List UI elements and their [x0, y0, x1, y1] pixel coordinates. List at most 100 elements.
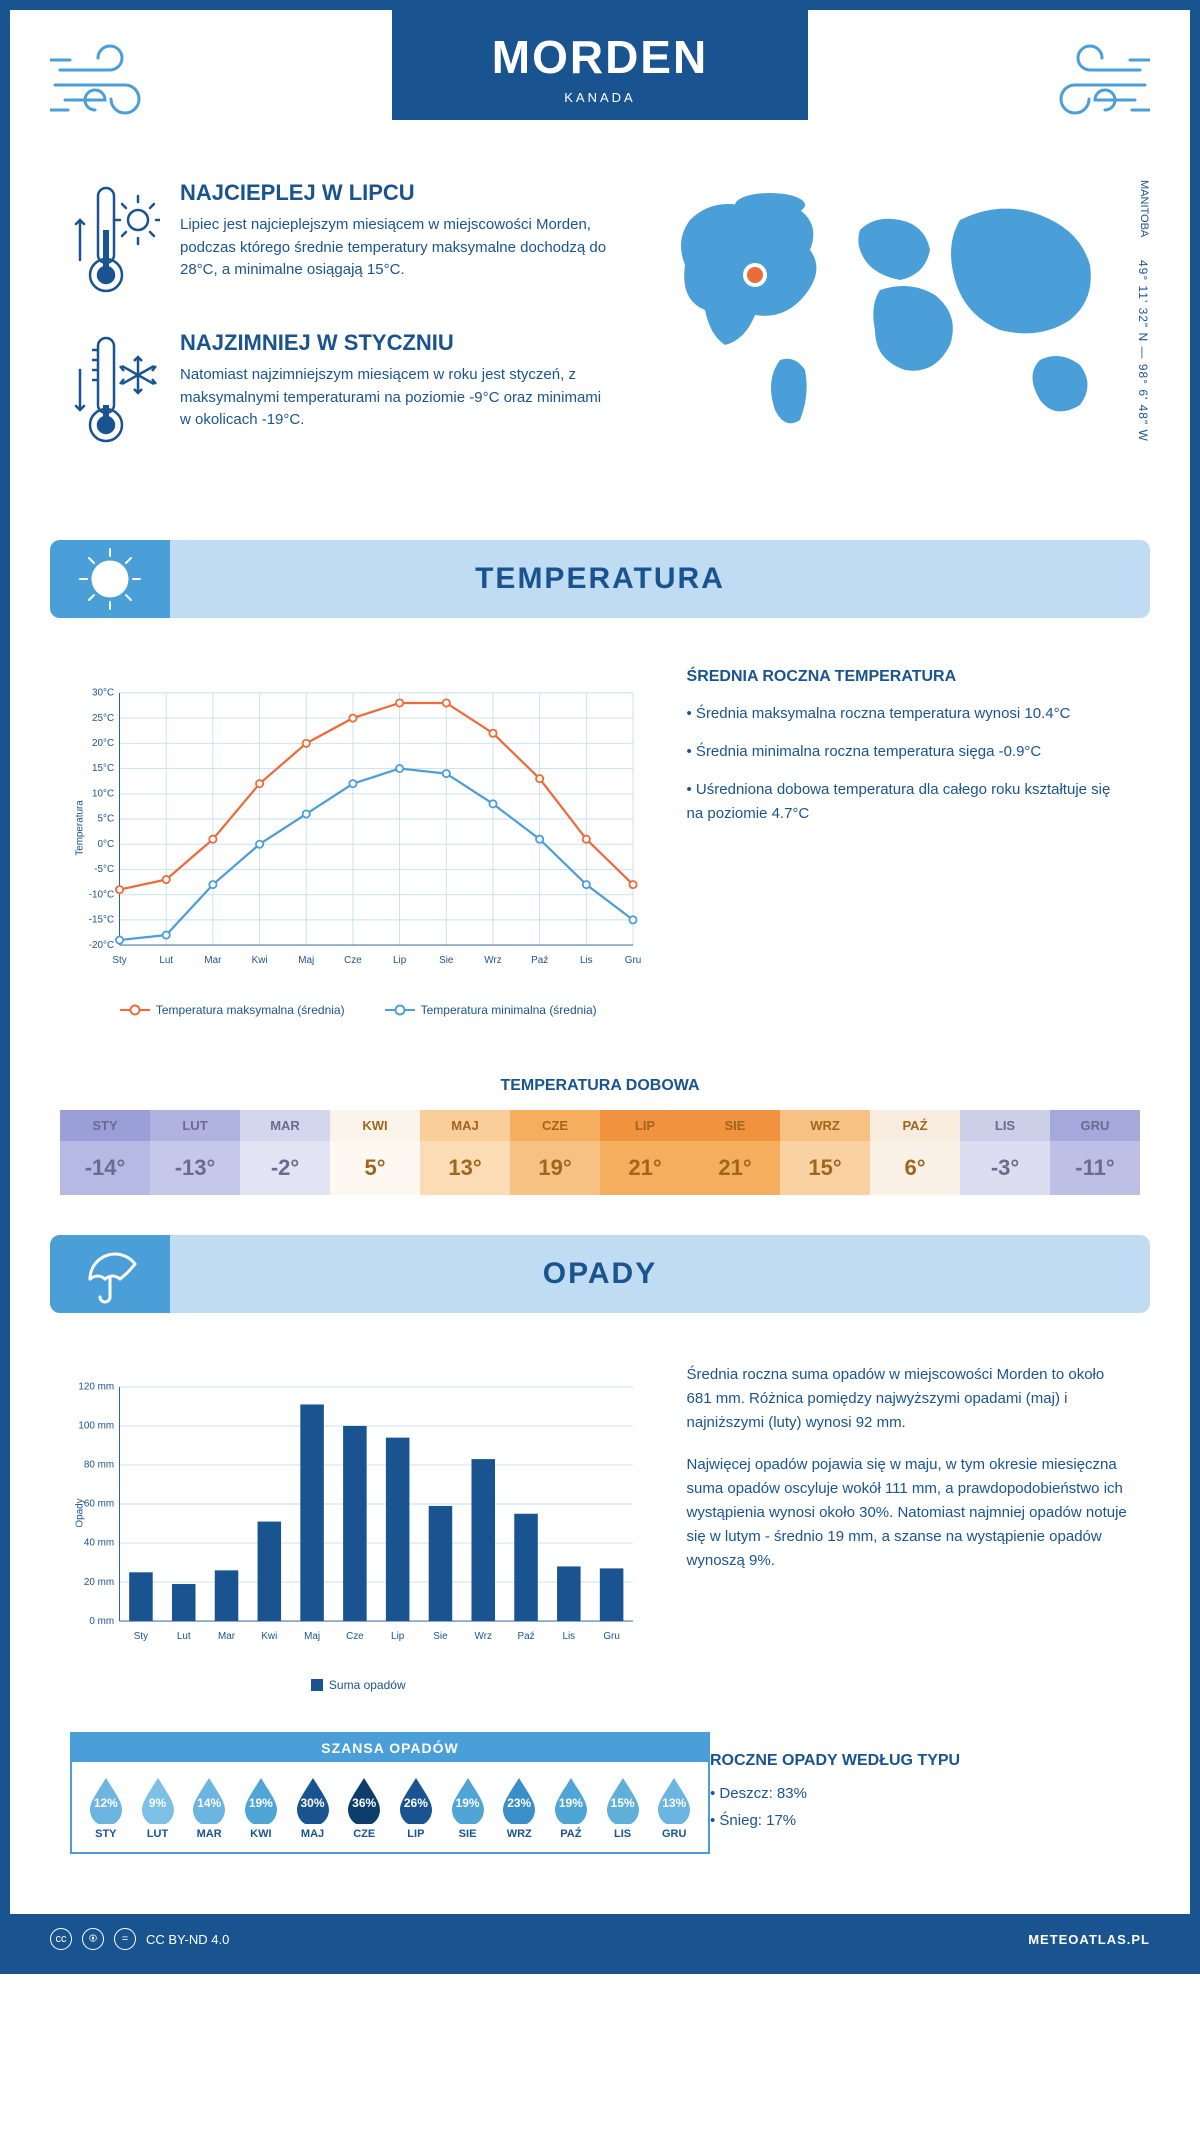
- precip-p1: Średnia roczna suma opadów w miejscowośc…: [687, 1363, 1130, 1435]
- chance-cell: 9% LUT: [132, 1774, 184, 1840]
- world-map-block: MANITOBA 49° 11' 32" N — 98° 6' 48" W: [650, 180, 1130, 480]
- chance-cell: 13% GRU: [648, 1774, 700, 1840]
- chance-cell: 19% KWI: [235, 1774, 287, 1840]
- svg-text:Opady: Opady: [75, 1498, 86, 1527]
- license-text: CC BY-ND 4.0: [146, 1932, 229, 1947]
- temperature-section-title: TEMPERATURA: [50, 562, 1150, 596]
- daily-temp-title: TEMPERATURA DOBOWA: [10, 1077, 1190, 1095]
- precipitation-banner: OPADY: [50, 1235, 1150, 1313]
- svg-text:80 mm: 80 mm: [84, 1460, 114, 1471]
- svg-text:Gru: Gru: [603, 1631, 620, 1642]
- svg-text:100 mm: 100 mm: [78, 1421, 114, 1432]
- header: MORDEN KANADA: [10, 10, 1190, 150]
- chance-title: SZANSA OPADÓW: [72, 1734, 708, 1762]
- hottest-title: NAJCIEPLEJ W LIPCU: [180, 180, 610, 206]
- hottest-text: Lipiec jest najcieplejszym miesiącem w m…: [180, 214, 610, 282]
- intro-section: NAJCIEPLEJ W LIPCU Lipiec jest najcieple…: [10, 150, 1190, 520]
- footer: cc 🅯 = CC BY-ND 4.0 METEOATLAS.PL: [10, 1914, 1190, 1964]
- svg-text:Lip: Lip: [393, 955, 407, 966]
- thermometer-hot-icon: [70, 180, 160, 300]
- temperature-banner: TEMPERATURA: [50, 540, 1150, 618]
- by-icon: 🅯: [82, 1928, 104, 1950]
- city-name: MORDEN: [492, 30, 708, 84]
- chance-cell: 12% STY: [80, 1774, 132, 1840]
- svg-text:15°C: 15°C: [92, 763, 114, 774]
- hottest-block: NAJCIEPLEJ W LIPCU Lipiec jest najcieple…: [70, 180, 610, 300]
- coldest-title: NAJZIMNIEJ W STYCZNIU: [180, 330, 610, 356]
- svg-text:0°C: 0°C: [98, 839, 115, 850]
- svg-text:Kwi: Kwi: [261, 1631, 277, 1642]
- svg-text:-5°C: -5°C: [94, 864, 114, 875]
- precip-type-block: ROCZNE OPADY WEDŁUG TYPU • Deszcz: 83% •…: [710, 1752, 1130, 1834]
- svg-text:Wrz: Wrz: [475, 1631, 492, 1642]
- precip-type-heading: ROCZNE OPADY WEDŁUG TYPU: [710, 1752, 1130, 1770]
- svg-text:Maj: Maj: [304, 1631, 320, 1642]
- svg-text:25°C: 25°C: [92, 713, 114, 724]
- svg-text:Gru: Gru: [625, 955, 642, 966]
- daily-temp-cell: CZE 19°: [510, 1110, 600, 1195]
- svg-text:5°C: 5°C: [98, 814, 115, 825]
- coldest-text: Natomiast najzimniejszym miesiącem w rok…: [180, 364, 610, 432]
- precip-bottom-row: SZANSA OPADÓW 12% STY 9% LUT 14% MAR 19%…: [10, 1732, 1190, 1914]
- coldest-block: NAJZIMNIEJ W STYCZNIU Natomiast najzimni…: [70, 330, 610, 450]
- daily-temp-cell: LIP 21°: [600, 1110, 690, 1195]
- svg-text:Sie: Sie: [439, 955, 454, 966]
- temp-chart-legend: Temperatura maksymalna (średnia) Tempera…: [70, 1003, 647, 1017]
- temp-bullet-2: • Uśredniona dobowa temperatura dla całe…: [687, 778, 1130, 826]
- temp-bullet-0: • Średnia maksymalna roczna temperatura …: [687, 702, 1130, 726]
- svg-text:20 mm: 20 mm: [84, 1577, 114, 1588]
- daily-temp-cell: MAR -2°: [240, 1110, 330, 1195]
- umbrella-banner-icon: [50, 1235, 170, 1313]
- chance-cell: 14% MAR: [183, 1774, 235, 1840]
- chance-cell: 36% CZE: [338, 1774, 390, 1840]
- svg-text:Maj: Maj: [298, 955, 314, 966]
- svg-text:-20°C: -20°C: [89, 940, 114, 951]
- svg-text:Paź: Paź: [518, 1631, 535, 1642]
- sun-banner-icon: [50, 540, 170, 618]
- precip-p2: Najwięcej opadów pojawia się w maju, w t…: [687, 1453, 1130, 1573]
- region-label: MANITOBA: [1138, 180, 1150, 237]
- temperature-content: -20°C-15°C-10°C-5°C0°C5°C10°C15°C20°C25°…: [10, 638, 1190, 1047]
- wind-icon-left: [50, 40, 180, 130]
- svg-text:Cze: Cze: [346, 1631, 364, 1642]
- svg-text:Lut: Lut: [159, 955, 173, 966]
- precipitation-section-title: OPADY: [50, 1257, 1150, 1291]
- svg-text:Temperatura: Temperatura: [75, 800, 86, 856]
- daily-temp-cell: LUT -13°: [150, 1110, 240, 1195]
- chance-cell: 19% SIE: [442, 1774, 494, 1840]
- daily-temp-cell: PAŹ 6°: [870, 1110, 960, 1195]
- svg-text:Sie: Sie: [433, 1631, 448, 1642]
- svg-text:Kwi: Kwi: [252, 955, 268, 966]
- svg-text:Sty: Sty: [112, 955, 126, 966]
- temp-summary-heading: ŚREDNIA ROCZNA TEMPERATURA: [687, 668, 1130, 686]
- daily-temp-cell: KWI 5°: [330, 1110, 420, 1195]
- svg-text:Sty: Sty: [134, 1631, 148, 1642]
- chance-cell: 15% LIS: [597, 1774, 649, 1840]
- country-name: KANADA: [492, 90, 708, 105]
- legend-max: Temperatura maksymalna (średnia): [156, 1003, 345, 1017]
- precip-type-rain: • Deszcz: 83%: [710, 1780, 1130, 1807]
- footer-license: cc 🅯 = CC BY-ND 4.0: [50, 1928, 229, 1950]
- legend-min: Temperatura minimalna (średnia): [421, 1003, 597, 1017]
- daily-temp-cell: LIS -3°: [960, 1110, 1050, 1195]
- svg-text:0 mm: 0 mm: [89, 1616, 114, 1627]
- daily-temp-cell: SIE 21°: [690, 1110, 780, 1195]
- world-map-icon: [650, 180, 1130, 440]
- cc-icon: cc: [50, 1928, 72, 1950]
- precip-type-snow: • Śnieg: 17%: [710, 1807, 1130, 1834]
- svg-text:Wrz: Wrz: [484, 955, 501, 966]
- infographic-page: MORDEN KANADA: [0, 0, 1200, 1974]
- svg-text:20°C: 20°C: [92, 738, 114, 749]
- footer-site: METEOATLAS.PL: [1028, 1932, 1150, 1947]
- chance-cell: 26% LIP: [390, 1774, 442, 1840]
- svg-text:60 mm: 60 mm: [84, 1499, 114, 1510]
- legend-precip: Suma opadów: [329, 1678, 406, 1692]
- title-block: MORDEN KANADA: [392, 10, 808, 120]
- daily-temp-cell: MAJ 13°: [420, 1110, 510, 1195]
- temp-bullet-1: • Średnia minimalna roczna temperatura s…: [687, 740, 1130, 764]
- svg-text:30°C: 30°C: [92, 688, 114, 699]
- daily-temp-cell: GRU -11°: [1050, 1110, 1140, 1195]
- thermometer-cold-icon: [70, 330, 160, 450]
- chance-cell: 30% MAJ: [287, 1774, 339, 1840]
- precipitation-content: 0 mm20 mm40 mm60 mm80 mm100 mm120 mmOpad…: [10, 1333, 1190, 1712]
